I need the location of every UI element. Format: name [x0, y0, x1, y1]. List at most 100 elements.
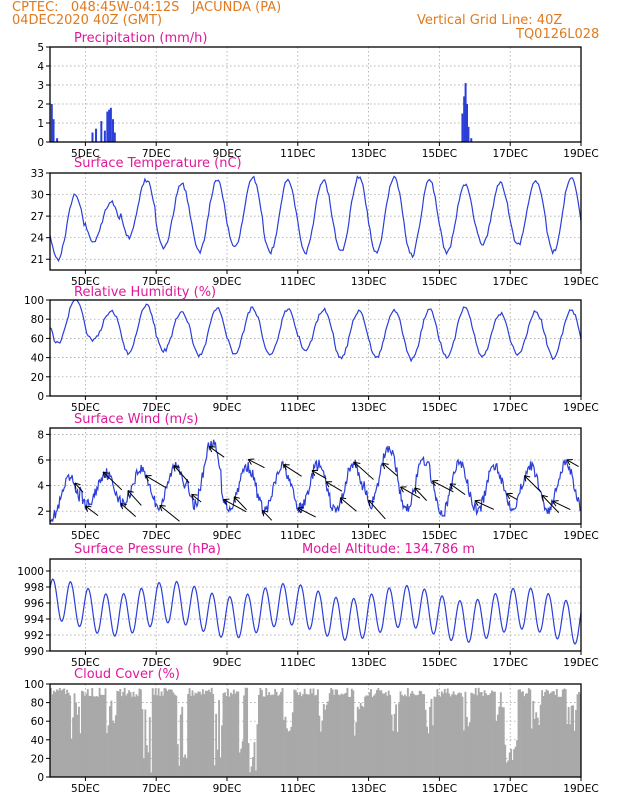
wind-arrow-head: [159, 504, 166, 512]
cloud-bar: [240, 748, 243, 777]
cloud-bar: [373, 695, 375, 777]
wind-arrow-head: [127, 490, 134, 497]
cloud-bar: [259, 687, 262, 777]
cloud-bar: [414, 695, 417, 777]
cloud-bar: [398, 703, 400, 777]
wind-arrow-head: [283, 464, 290, 471]
x-tick-label: 15DEC: [422, 783, 457, 795]
cloud-bar: [334, 689, 337, 777]
x-tick-label: 13DEC: [351, 148, 386, 160]
cloud-bar: [151, 688, 154, 777]
cloud-bar: [288, 730, 291, 777]
cloud-bar: [86, 689, 89, 777]
cloud-bar: [511, 759, 514, 777]
cloud-bar: [499, 692, 502, 777]
wind-arrow-head: [191, 493, 198, 501]
cloud-bar: [524, 693, 527, 777]
y-tick-label: 80: [31, 314, 44, 326]
precip-bar: [466, 104, 469, 142]
precip-bar: [113, 132, 116, 142]
cloud-bar: [352, 690, 355, 777]
wind-arrow: [145, 475, 167, 489]
cloud-bar: [550, 692, 552, 777]
x-tick-label: 19DEC: [563, 402, 598, 414]
x-tick-label: 11DEC: [280, 530, 315, 542]
y-tick-label: 5: [37, 42, 44, 54]
x-tick-label: 11DEC: [280, 276, 315, 288]
wind-arrow: [566, 459, 579, 467]
cloud-bar: [238, 752, 241, 777]
cloud-bar: [263, 696, 266, 777]
cloud-bar: [573, 730, 576, 777]
cloud-bar: [432, 725, 434, 777]
cloud-bar: [560, 696, 563, 777]
series-line: [49, 175, 582, 263]
cloud-bar: [148, 717, 151, 777]
cloud-bar: [488, 694, 490, 777]
cloud-bar: [337, 694, 340, 777]
cloud-bar: [61, 689, 64, 777]
x-tick-label: 13DEC: [351, 783, 386, 795]
wind-arrow: [400, 486, 421, 499]
cloud-bar: [547, 690, 549, 777]
cloud-bar: [350, 688, 353, 777]
cloud-bar: [516, 740, 518, 777]
cloud-bar: [358, 709, 361, 777]
wind-arrow-head: [382, 462, 389, 470]
cloud-bar: [566, 723, 569, 777]
cloud-bar: [247, 743, 250, 777]
cloud-bar: [129, 692, 132, 777]
panel-frame: [49, 299, 582, 397]
cloud-bar: [473, 694, 476, 777]
x-tick-label: 9DEC: [213, 530, 242, 542]
cloud-bar: [470, 692, 473, 777]
cloud-bar: [541, 690, 544, 777]
cloud-bar: [345, 693, 347, 777]
cloud-bar: [501, 707, 504, 777]
cloud-bar: [268, 692, 271, 777]
y-tick-label: 3: [37, 80, 44, 92]
cloud-bar: [361, 705, 364, 777]
cloud-bar: [222, 693, 225, 777]
x-tick-label: 17DEC: [492, 148, 527, 160]
header-code: TQ0126L028: [516, 27, 600, 42]
panel-press: 990 992 994 996 998 1000 5DEC 7DEC 9DEC 11DEC 13DE…: [17, 542, 598, 669]
panel-title: Cloud Cover (%): [74, 667, 180, 682]
y-tick-label: 33: [31, 168, 44, 180]
cloud-bar: [203, 694, 206, 777]
y-tick-label: 80: [31, 698, 44, 710]
panel-frame: [49, 172, 582, 271]
cloud-bar: [443, 688, 446, 777]
wind-arrow-head: [84, 505, 92, 512]
wind-arrow: [283, 464, 302, 477]
cloud-bar: [367, 695, 369, 777]
cloud-bar: [79, 733, 82, 777]
wind-arrow: [127, 490, 142, 506]
cloud-bar: [55, 689, 58, 777]
y-tick-label: 0: [37, 391, 44, 403]
cloud-bar: [548, 693, 551, 777]
cloud-bar: [206, 690, 209, 777]
wind-arrow-head: [74, 482, 81, 489]
precip-bar: [463, 96, 466, 142]
cloud-bar: [160, 691, 163, 777]
cloud-bar: [508, 752, 511, 777]
cloud-bar: [107, 725, 110, 777]
cloud-bar: [471, 693, 474, 777]
wind-arrow: [102, 471, 123, 491]
cloud-bar: [330, 687, 333, 777]
x-tick-label: 11DEC: [280, 657, 315, 669]
cloud-bar: [72, 717, 74, 777]
cloud-bar: [154, 688, 157, 777]
cloud-bar: [355, 722, 358, 777]
wind-arrow-head: [523, 475, 531, 482]
cloud-bar: [479, 692, 482, 777]
x-tick-label: 15DEC: [422, 530, 457, 542]
cloud-bar: [97, 696, 100, 777]
cloud-bar: [54, 692, 57, 777]
cloud-bar: [176, 744, 179, 777]
cloud-bar: [157, 688, 160, 777]
cloud-bar: [201, 689, 204, 777]
cloud-bar: [567, 707, 570, 777]
